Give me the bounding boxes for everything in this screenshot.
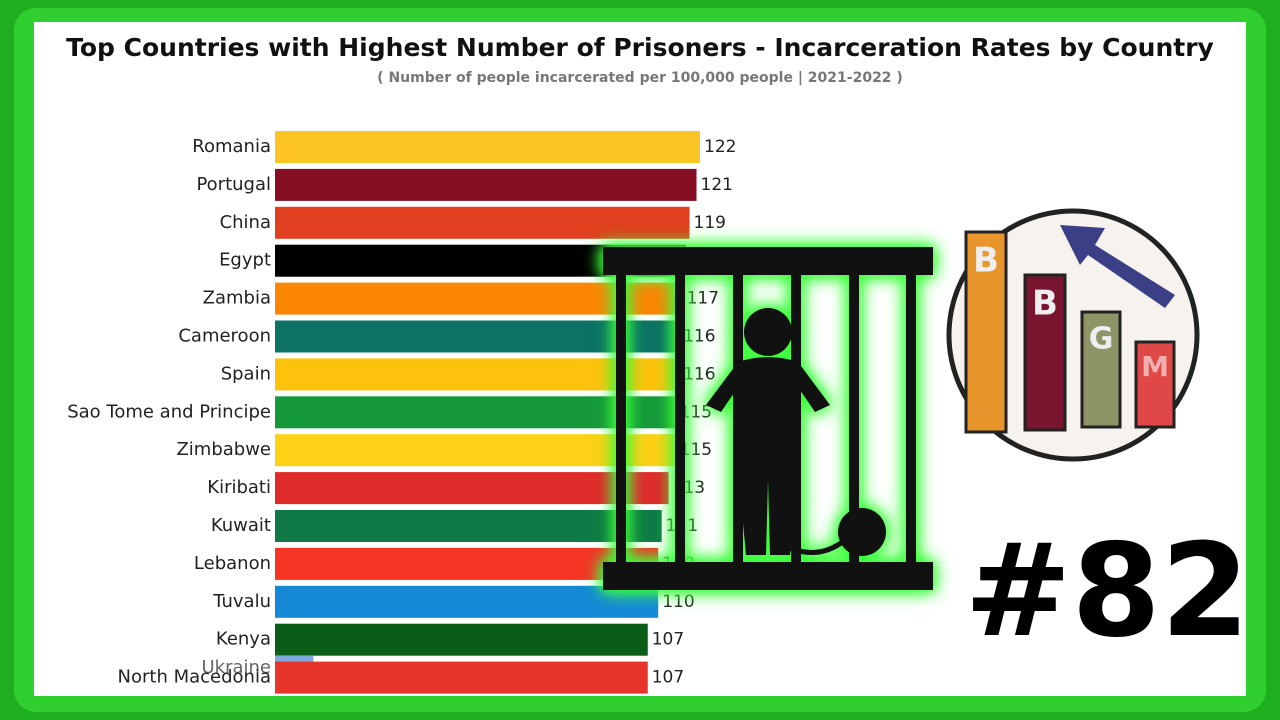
bar bbox=[275, 585, 659, 618]
value-label: 116 bbox=[683, 364, 715, 384]
category-label: Tuvalu bbox=[212, 591, 271, 612]
value-label: 117 bbox=[687, 289, 719, 309]
bar bbox=[275, 661, 648, 694]
bar bbox=[275, 282, 683, 315]
bar bbox=[275, 358, 680, 391]
value-label: 121 bbox=[701, 175, 733, 195]
bar bbox=[275, 472, 669, 505]
value-label: 110 bbox=[662, 592, 694, 612]
bar bbox=[275, 206, 690, 239]
bar bbox=[275, 396, 676, 429]
category-label: Kuwait bbox=[211, 515, 271, 536]
bar bbox=[275, 320, 680, 353]
category-label: North Macedonia bbox=[118, 667, 271, 688]
logo: B B G M bbox=[946, 208, 1200, 462]
value-label: 119 bbox=[694, 213, 726, 233]
bar bbox=[275, 510, 662, 542]
value-label: 107 bbox=[652, 668, 684, 688]
category-label: Ukraine bbox=[201, 657, 271, 678]
value-label: 116 bbox=[683, 327, 715, 347]
category-label: Spain bbox=[221, 363, 271, 384]
category-label: Portugal bbox=[196, 174, 271, 195]
category-label: Sao Tome and Principe bbox=[67, 401, 271, 422]
chart-title: Top Countries with Highest Number of Pri… bbox=[66, 33, 1214, 62]
category-label: Romania bbox=[192, 136, 271, 157]
bar bbox=[275, 131, 700, 163]
chart-subtitle: ( Number of people incarcerated per 100,… bbox=[377, 70, 903, 86]
jail-icon bbox=[603, 247, 933, 590]
category-label: Kiribati bbox=[207, 477, 271, 498]
logo-letter: G bbox=[1089, 322, 1114, 357]
value-label: 122 bbox=[704, 137, 736, 157]
value-label: 115 bbox=[680, 440, 712, 460]
category-label: Kenya bbox=[216, 629, 271, 650]
bar bbox=[275, 168, 697, 201]
value-label: 115 bbox=[680, 402, 712, 422]
bar bbox=[275, 623, 648, 656]
category-label: Zimbabwe bbox=[176, 439, 271, 460]
episode-number: #82 bbox=[964, 517, 1249, 666]
bars: Ukraine Romania 122 Portugal 121 China 119 Egyp… bbox=[67, 131, 736, 694]
category-label: Lebanon bbox=[194, 553, 271, 574]
value-label: 107 bbox=[652, 630, 684, 650]
category-label: Zambia bbox=[203, 288, 271, 309]
bar bbox=[275, 547, 659, 580]
category-label: China bbox=[220, 212, 271, 233]
bar bbox=[275, 434, 676, 467]
logo-letter: M bbox=[1141, 350, 1169, 383]
logo-letter: B bbox=[1032, 284, 1058, 324]
logo-letter: B bbox=[973, 241, 999, 281]
category-label: Egypt bbox=[219, 250, 271, 271]
category-label: Cameroon bbox=[178, 326, 271, 347]
